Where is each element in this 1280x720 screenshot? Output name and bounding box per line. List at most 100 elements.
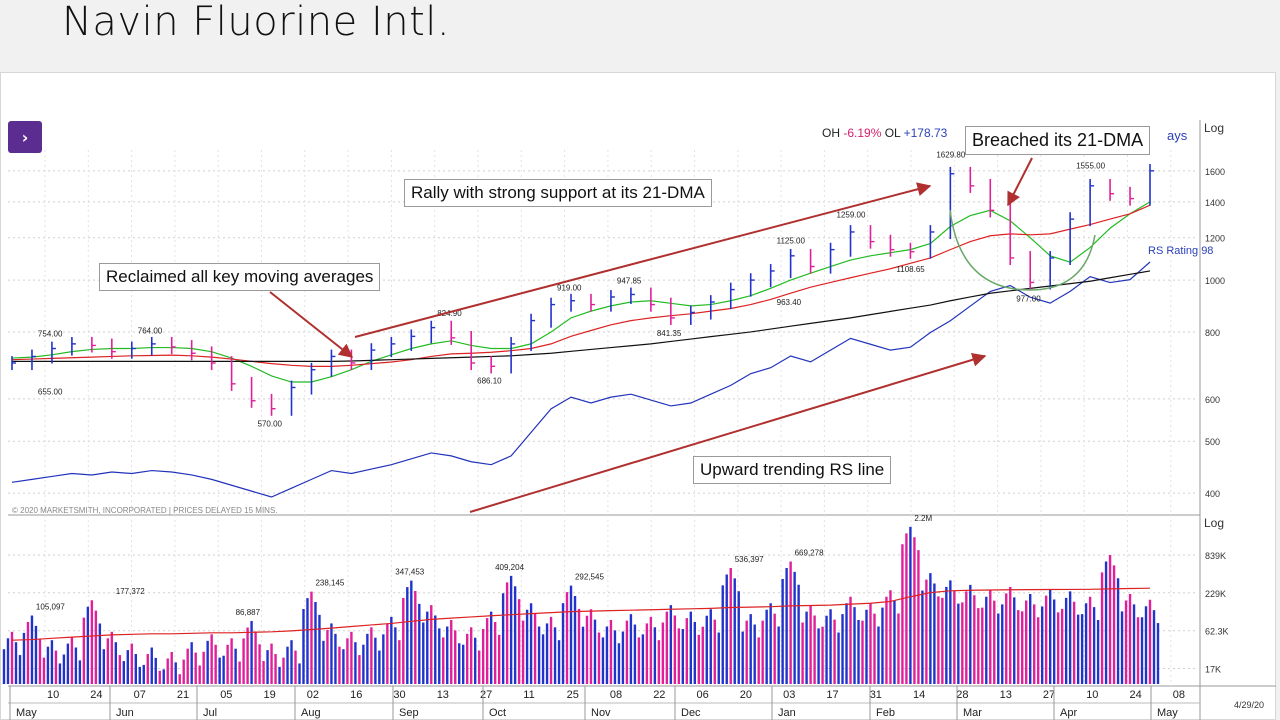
month-label: Apr (1060, 707, 1077, 719)
date-tick-label: 11 (523, 689, 534, 701)
date-tick-label: 08 (1173, 689, 1185, 701)
date-tick-label: 13 (437, 689, 449, 701)
price-data-label: 963.40 (777, 298, 802, 307)
volume-tick-label: 17K (1205, 665, 1221, 675)
arrow-rally (354, 182, 932, 338)
volume-data-label: 105,097 (36, 602, 65, 611)
date-tick-label: 31 (870, 689, 882, 701)
date-tick-label: 13 (1000, 689, 1012, 701)
date-tick-label: 14 (913, 689, 925, 701)
ma200-line (12, 270, 1151, 362)
month-label: Jan (778, 707, 796, 719)
price-data-label: 764.00 (138, 327, 163, 336)
price-data-label: 1629.80 (936, 151, 965, 160)
price-data-label: 686.10 (477, 377, 502, 386)
price-tick-label: 400 (1205, 489, 1220, 499)
price-tick-label: 1400 (1205, 198, 1225, 208)
rs-line (11, 261, 1151, 498)
volume-data-label: 2.2M (914, 514, 932, 523)
volume-average-line (11, 587, 1151, 641)
price-data-label: 919.00 (557, 284, 582, 293)
price-tick-label: 600 (1205, 395, 1220, 405)
ma21-line (11, 201, 1151, 383)
month-label: Mar (963, 707, 982, 719)
chart-header-stats: OH -6.19% OL +178.73 (822, 126, 947, 140)
date-tick-label: 19 (264, 689, 276, 701)
date-tick-label: 27 (1043, 689, 1055, 701)
month-label: Jul (203, 707, 217, 719)
month-label: Feb (876, 707, 895, 719)
volume-data-label: 177,372 (116, 587, 145, 596)
chevron-right-icon: › (21, 127, 29, 147)
date-tick-label: 05 (220, 689, 232, 701)
price-data-label: 1125.00 (777, 237, 806, 246)
date-tick-label: 27 (480, 689, 492, 701)
volume-data-label: 292,545 (575, 573, 604, 582)
price-data-label: 841.35 (657, 329, 682, 338)
date-tick-label: 22 (653, 689, 665, 701)
price-data-label: 824.90 (437, 309, 462, 318)
price-data-label: 947.85 (617, 277, 642, 286)
price-tick-label: 1200 (1205, 234, 1225, 244)
volume-tick-label: 62.3K (1205, 627, 1229, 637)
price-tick-label: 500 (1205, 437, 1220, 447)
volume-data-label: 409,204 (495, 563, 524, 572)
volume-tick-label: 839K (1205, 551, 1226, 561)
arrow-reclaimed (269, 291, 354, 358)
price-tick-label: 1000 (1205, 276, 1225, 286)
arrow-rs-trend (469, 352, 987, 513)
price-data-label: 977.00 (1016, 294, 1041, 303)
date-tick-label: 24 (90, 689, 102, 701)
oh-value: -6.19% (843, 126, 882, 140)
price-tick-label: 800 (1205, 328, 1220, 338)
month-label: Sep (399, 707, 419, 719)
volume-data-label: 536,397 (735, 555, 764, 564)
copyright-notice: © 2020 MARKETSMITH, INCORPORATED | PRICE… (12, 506, 278, 515)
volume-log-label: Log (1204, 516, 1225, 530)
callout-breached: Breached its 21-DMA (965, 126, 1151, 155)
month-label: May (1157, 707, 1178, 719)
cup-outline (949, 209, 1096, 291)
date-tick-label: 30 (393, 689, 405, 701)
date-tick-label: 16 (350, 689, 362, 701)
date-tick-label: 20 (740, 689, 752, 701)
date-tick-label: 03 (783, 689, 795, 701)
date-tick-label: 10 (1086, 689, 1098, 701)
date-tick-label: 06 (697, 689, 709, 701)
volume-data-label: 238,145 (315, 579, 344, 588)
month-label: Dec (681, 707, 701, 719)
price-data-label: 570.00 (258, 420, 283, 429)
as-of-date: 4/29/20 (1234, 700, 1265, 710)
callout-rs-line: Upward trending RS line (693, 456, 892, 484)
arrow-breached (1007, 157, 1033, 207)
month-label: Oct (489, 707, 506, 719)
price-data-label: 655.00 (38, 387, 63, 396)
date-tick-label: 25 (567, 689, 579, 701)
oh-label: OH (822, 126, 840, 140)
date-tick-label: 10 (47, 689, 59, 701)
date-tick-label: 24 (1130, 689, 1142, 701)
month-label: May (16, 707, 37, 719)
price-data-label: 1259.00 (837, 211, 866, 220)
date-tick-label: 28 (956, 689, 968, 701)
month-label: Jun (116, 707, 134, 719)
month-label: Nov (591, 707, 611, 719)
volume-data-label: 669,278 (795, 549, 824, 558)
expand-panel-button[interactable]: › (8, 121, 42, 153)
date-tick-label: 17 (826, 689, 838, 701)
volume-tick-label: 229K (1205, 589, 1226, 599)
price-log-label: Log (1204, 121, 1225, 135)
date-tick-label: 21 (177, 689, 189, 701)
page-title: Navin Fluorine Intl. (62, 0, 451, 45)
date-tick-label: 08 (610, 689, 622, 701)
date-tick-label: 07 (134, 689, 146, 701)
ma50-line (11, 204, 1151, 367)
callout-reclaimed: Reclaimed all key moving averages (99, 263, 381, 291)
price-data-label: 754.00 (38, 330, 63, 339)
callout-rally: Rally with strong support at its 21-DMA (404, 179, 712, 207)
price-data-label: 1555.00 (1076, 161, 1105, 170)
days-fragment: ays (1167, 128, 1188, 143)
ol-label: OL (884, 126, 901, 140)
ol-value: +178.73 (903, 126, 948, 140)
